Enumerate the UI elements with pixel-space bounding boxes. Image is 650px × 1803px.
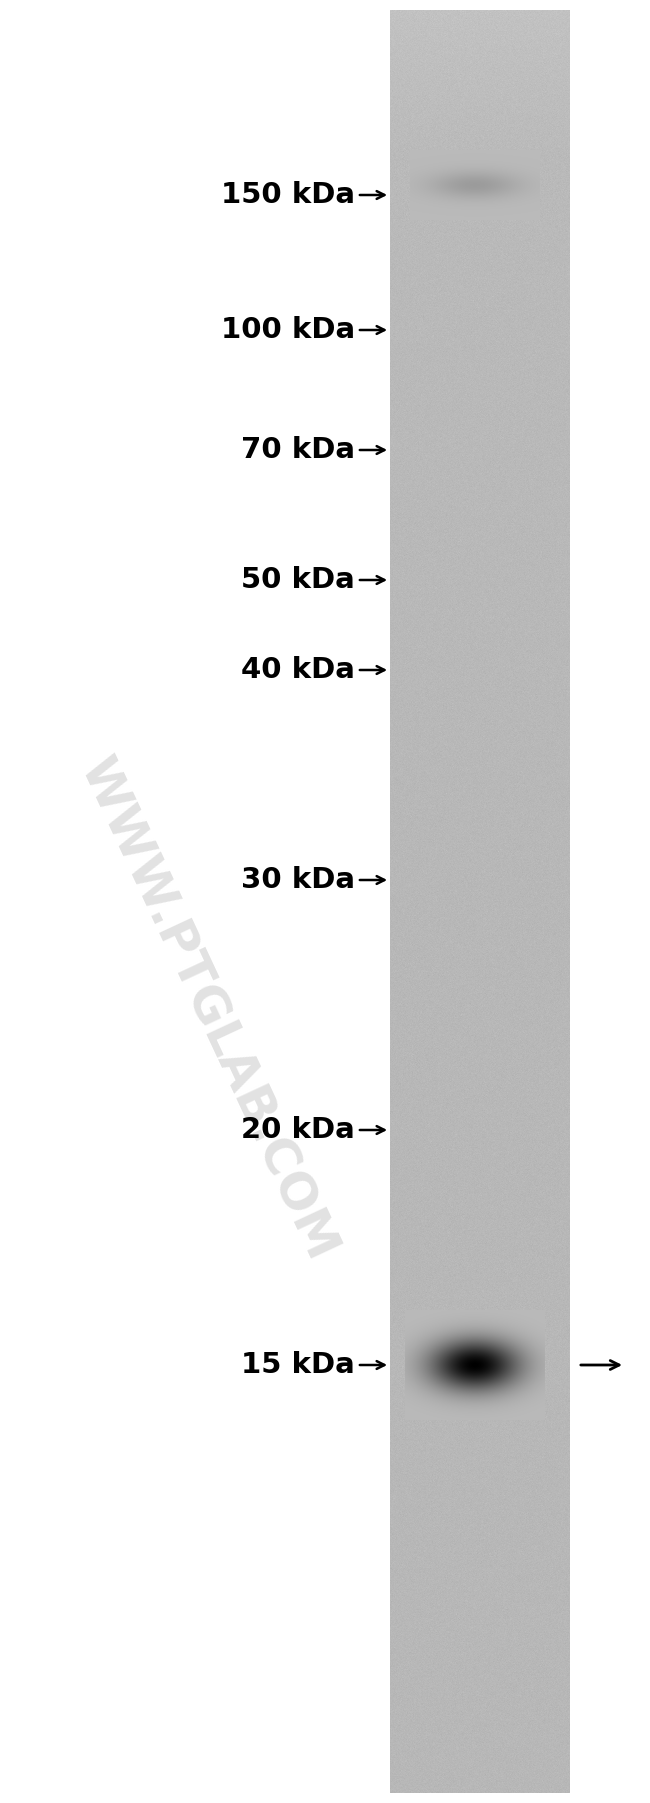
- Text: 15 kDa: 15 kDa: [241, 1350, 355, 1379]
- Text: WWW.PTGLAB.COM: WWW.PTGLAB.COM: [70, 750, 346, 1269]
- Text: 30 kDa: 30 kDa: [241, 865, 355, 894]
- Text: 40 kDa: 40 kDa: [241, 656, 355, 683]
- Text: 20 kDa: 20 kDa: [241, 1116, 355, 1143]
- Text: 150 kDa: 150 kDa: [221, 180, 355, 209]
- Text: 70 kDa: 70 kDa: [241, 436, 355, 463]
- Text: 50 kDa: 50 kDa: [241, 566, 355, 593]
- Text: 100 kDa: 100 kDa: [221, 316, 355, 344]
